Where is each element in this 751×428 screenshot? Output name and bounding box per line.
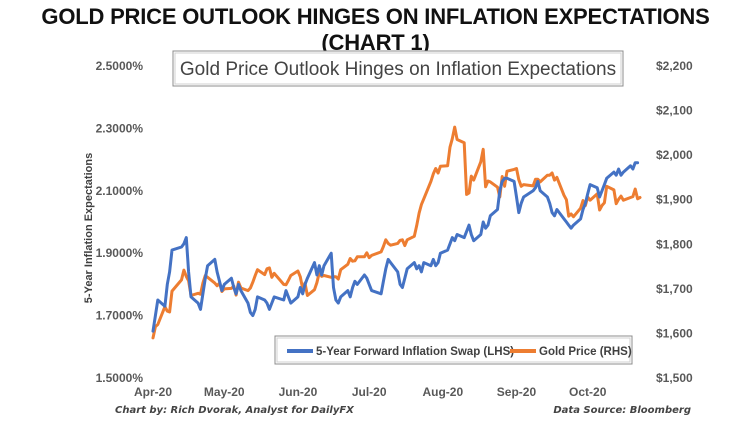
y-right-tick-label: $2,200 <box>656 59 693 73</box>
right-y-axis: $1,500 $1,600 $1,700 $1,800 $1,900 $2,000 $2,1… <box>656 59 693 385</box>
x-tick-label: Jun-20 <box>279 385 318 399</box>
x-axis: Apr-20 May-20 Jun-20 Jul-20 Aug-20 Sep-20 Oct-… <box>134 385 607 399</box>
legend-label-inflation-swap: 5-Year Forward Inflation Swap (LHS) <box>316 346 514 358</box>
y-right-tick-label: $1,500 <box>656 371 693 385</box>
y-left-tick-label: 2.1000% <box>96 184 144 198</box>
x-tick-label: May-20 <box>204 385 245 399</box>
y-left-tick-label: 1.7000% <box>96 309 144 323</box>
data-source: Data Source: Bloomberg <box>553 405 691 416</box>
legend: 5-Year Forward Inflation Swap (LHS) Gold… <box>274 335 633 365</box>
y-right-tick-label: $1,600 <box>656 326 693 340</box>
y-left-tick-label: 2.3000% <box>96 121 144 135</box>
legend-label-gold-price: Gold Price (RHS) <box>539 346 632 358</box>
y-right-tick-label: $2,100 <box>656 104 693 118</box>
x-tick-label: Apr-20 <box>134 385 172 399</box>
y-axis-label-left: 5-Year Inflation Expectations <box>83 153 95 303</box>
chart-title-box: Gold Price Outlook Hinges on Inflation E… <box>172 50 624 87</box>
x-tick-label: Jul-20 <box>352 385 387 399</box>
y-left-tick-label: 1.5000% <box>96 371 144 385</box>
y-right-tick-label: $1,900 <box>656 193 693 207</box>
inflation-swap-line <box>151 161 640 333</box>
y-right-tick-label: $2,000 <box>656 148 693 162</box>
chart-title: Gold Price Outlook Hinges on Inflation E… <box>180 59 616 80</box>
x-tick-label: Sep-20 <box>497 385 537 399</box>
series-layer <box>151 125 642 340</box>
page-title: GOLD PRICE OUTLOOK HINGES ON INFLATION E… <box>41 4 710 55</box>
x-tick-label: Aug-20 <box>422 385 463 399</box>
y-left-tick-label: 2.5000% <box>96 59 144 73</box>
left-y-axis: 1.5000% 1.7000% 1.9000% 2.1000% 2.3000% 2.500… <box>96 59 144 385</box>
y-right-tick-label: $1,800 <box>656 237 693 251</box>
y-right-tick-label: $1,700 <box>656 282 693 296</box>
gold-price-line <box>151 125 642 340</box>
chart-credit: Chart by: Rich Dvorak, Analyst for Daily… <box>115 405 354 416</box>
y-left-tick-label: 1.9000% <box>96 246 144 260</box>
x-tick-label: Oct-20 <box>569 385 607 399</box>
